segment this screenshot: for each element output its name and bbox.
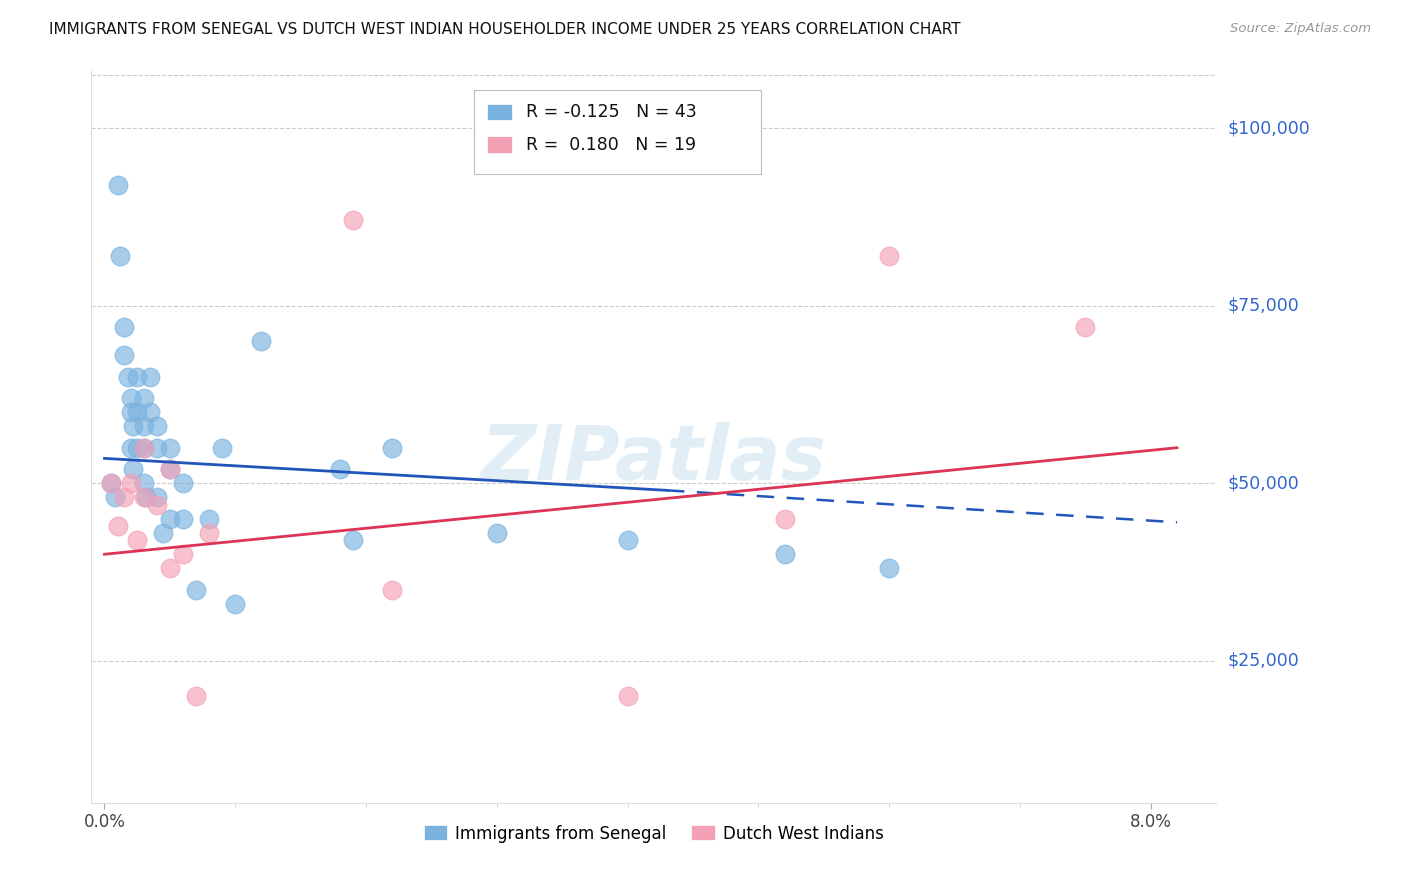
Point xyxy=(132,419,155,434)
Point xyxy=(198,512,221,526)
Point xyxy=(127,405,149,419)
Point xyxy=(112,320,135,334)
Point xyxy=(159,462,181,476)
Point xyxy=(250,334,273,349)
Point xyxy=(172,547,194,561)
Point xyxy=(877,249,900,263)
Point xyxy=(132,491,155,505)
Point xyxy=(381,582,404,597)
Text: $75,000: $75,000 xyxy=(1227,297,1299,315)
Point xyxy=(146,491,169,505)
Point xyxy=(159,441,181,455)
Point xyxy=(342,213,364,227)
Point xyxy=(773,512,796,526)
Legend: Immigrants from Senegal, Dutch West Indians: Immigrants from Senegal, Dutch West Indi… xyxy=(418,818,890,849)
Point xyxy=(117,369,139,384)
FancyBboxPatch shape xyxy=(488,103,512,120)
Point xyxy=(381,441,404,455)
Text: ZIPatlas: ZIPatlas xyxy=(481,422,827,496)
Point xyxy=(877,561,900,575)
Point xyxy=(342,533,364,547)
Point xyxy=(211,441,233,455)
Text: $25,000: $25,000 xyxy=(1227,652,1299,670)
Point xyxy=(1074,320,1097,334)
Point xyxy=(132,391,155,405)
Point xyxy=(120,441,142,455)
FancyBboxPatch shape xyxy=(488,136,512,153)
Point xyxy=(329,462,352,476)
Point xyxy=(198,525,221,540)
Point xyxy=(122,419,145,434)
Point xyxy=(112,348,135,362)
Point xyxy=(146,441,169,455)
Point xyxy=(146,498,169,512)
Text: R =  0.180   N = 19: R = 0.180 N = 19 xyxy=(526,136,696,153)
Point xyxy=(120,405,142,419)
Text: R = -0.125   N = 43: R = -0.125 N = 43 xyxy=(526,103,696,120)
Point xyxy=(120,476,142,491)
Point xyxy=(108,249,131,263)
Point xyxy=(152,525,174,540)
Point xyxy=(107,178,129,192)
Point xyxy=(146,419,169,434)
Point xyxy=(159,462,181,476)
Point xyxy=(127,533,149,547)
Point xyxy=(139,369,162,384)
Point xyxy=(139,405,162,419)
Point xyxy=(184,582,207,597)
Text: IMMIGRANTS FROM SENEGAL VS DUTCH WEST INDIAN HOUSEHOLDER INCOME UNDER 25 YEARS C: IMMIGRANTS FROM SENEGAL VS DUTCH WEST IN… xyxy=(49,22,960,37)
Point xyxy=(132,476,155,491)
Point xyxy=(100,476,122,491)
Point xyxy=(172,476,194,491)
Point xyxy=(132,441,155,455)
Point xyxy=(100,476,122,491)
Point xyxy=(120,391,142,405)
Point xyxy=(122,462,145,476)
Point xyxy=(127,441,149,455)
Point xyxy=(159,561,181,575)
Text: $50,000: $50,000 xyxy=(1227,475,1299,492)
Point xyxy=(172,512,194,526)
Point xyxy=(184,690,207,704)
Point xyxy=(104,491,127,505)
Point xyxy=(616,533,638,547)
Text: $100,000: $100,000 xyxy=(1227,120,1310,137)
Point xyxy=(773,547,796,561)
Point xyxy=(127,369,149,384)
Point xyxy=(224,597,246,611)
Point xyxy=(107,519,129,533)
Point xyxy=(135,491,157,505)
Point xyxy=(159,512,181,526)
Point xyxy=(485,525,508,540)
FancyBboxPatch shape xyxy=(474,90,761,174)
Text: Source: ZipAtlas.com: Source: ZipAtlas.com xyxy=(1230,22,1371,36)
Point xyxy=(132,441,155,455)
Point xyxy=(616,690,638,704)
Point xyxy=(112,491,135,505)
